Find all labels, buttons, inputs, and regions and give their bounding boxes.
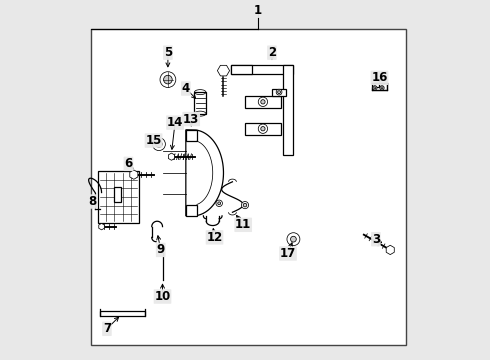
Bar <box>114 187 122 202</box>
Circle shape <box>291 236 296 242</box>
Text: 12: 12 <box>206 231 222 244</box>
Circle shape <box>258 97 268 107</box>
Bar <box>91 30 406 345</box>
Text: 11: 11 <box>235 218 251 231</box>
Circle shape <box>261 127 265 131</box>
Circle shape <box>164 75 172 84</box>
Circle shape <box>276 89 282 95</box>
Polygon shape <box>186 130 223 216</box>
Polygon shape <box>245 96 281 108</box>
Polygon shape <box>386 245 394 255</box>
Bar <box>195 92 206 114</box>
Circle shape <box>261 100 265 104</box>
Text: 4: 4 <box>182 82 190 95</box>
Text: 3: 3 <box>372 233 380 246</box>
Circle shape <box>242 202 248 209</box>
Circle shape <box>278 91 280 94</box>
Text: 1: 1 <box>253 4 262 17</box>
Polygon shape <box>130 170 138 179</box>
Circle shape <box>156 141 162 147</box>
Circle shape <box>216 200 222 207</box>
Circle shape <box>160 72 176 87</box>
Text: 16: 16 <box>371 71 388 84</box>
Circle shape <box>218 202 220 205</box>
Polygon shape <box>218 66 230 76</box>
Circle shape <box>152 138 166 150</box>
Polygon shape <box>186 205 196 216</box>
Text: 5: 5 <box>164 46 172 59</box>
Polygon shape <box>245 123 281 135</box>
Circle shape <box>243 203 247 207</box>
Text: 8: 8 <box>89 195 97 208</box>
Polygon shape <box>169 153 174 160</box>
Polygon shape <box>283 65 294 155</box>
Circle shape <box>374 87 376 89</box>
Text: 7: 7 <box>103 322 111 335</box>
Text: 6: 6 <box>124 157 133 170</box>
Polygon shape <box>186 130 196 140</box>
Circle shape <box>287 233 300 246</box>
Polygon shape <box>272 89 286 96</box>
Text: 14: 14 <box>167 116 183 129</box>
Polygon shape <box>231 65 252 74</box>
Polygon shape <box>231 65 294 74</box>
Text: 10: 10 <box>154 290 171 303</box>
Text: 15: 15 <box>146 134 162 147</box>
Text: 2: 2 <box>268 46 276 59</box>
Text: 13: 13 <box>183 113 199 126</box>
Circle shape <box>373 86 377 90</box>
Circle shape <box>258 124 268 134</box>
Polygon shape <box>99 224 104 230</box>
Bar <box>98 171 139 223</box>
Text: 17: 17 <box>280 247 296 260</box>
Circle shape <box>380 86 384 90</box>
Polygon shape <box>100 311 145 316</box>
Text: 9: 9 <box>157 243 165 256</box>
Circle shape <box>381 87 383 89</box>
Polygon shape <box>372 83 387 90</box>
